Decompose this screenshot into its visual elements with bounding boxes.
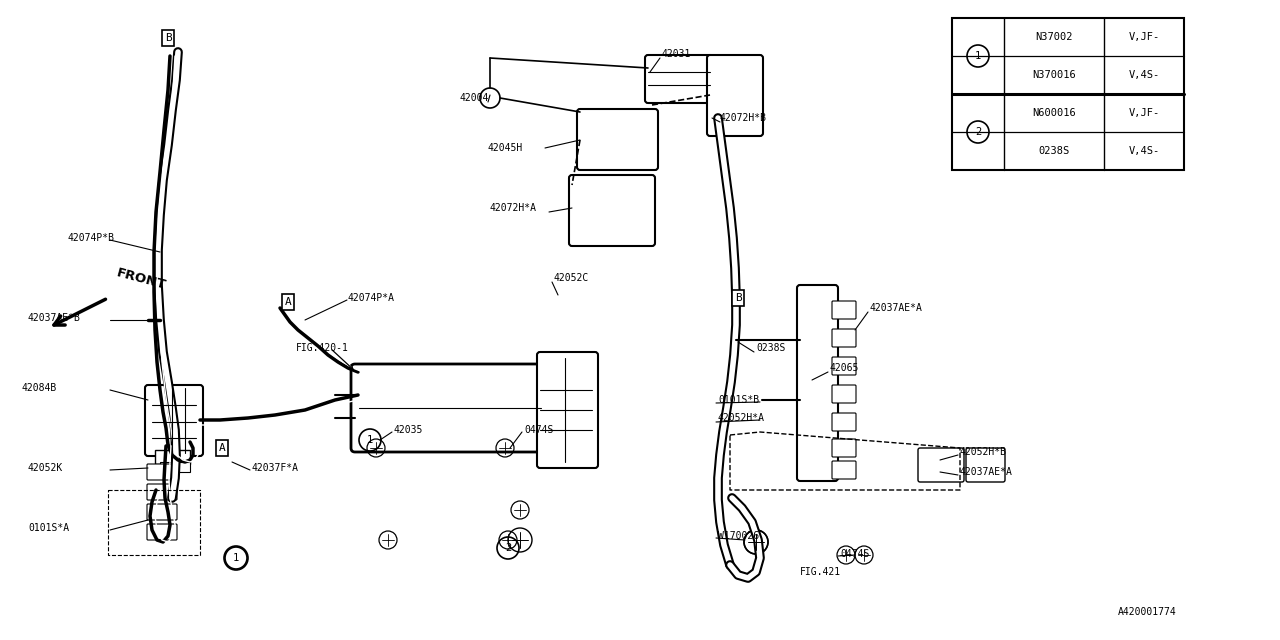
Text: N370016: N370016 [1032, 70, 1076, 80]
Text: 1: 1 [975, 51, 982, 61]
Text: 2: 2 [504, 543, 511, 553]
Text: V,4S-: V,4S- [1129, 70, 1160, 80]
FancyBboxPatch shape [538, 352, 598, 468]
Text: FIG.421: FIG.421 [800, 567, 841, 577]
Text: FIG.420-1: FIG.420-1 [296, 343, 349, 353]
Text: N37002: N37002 [1036, 32, 1073, 42]
Text: V,JF-: V,JF- [1129, 108, 1160, 118]
FancyBboxPatch shape [832, 385, 856, 403]
FancyBboxPatch shape [966, 448, 1005, 482]
Text: 42072H*A: 42072H*A [490, 203, 538, 213]
Text: B: B [735, 293, 741, 303]
Text: 42045H: 42045H [488, 143, 524, 153]
Text: 42052H*B: 42052H*B [960, 447, 1007, 457]
FancyBboxPatch shape [577, 109, 658, 170]
Text: 42037F*A: 42037F*A [252, 463, 300, 473]
Text: 42037AE*A: 42037AE*A [870, 303, 923, 313]
FancyBboxPatch shape [147, 524, 177, 540]
FancyBboxPatch shape [832, 461, 856, 479]
FancyBboxPatch shape [351, 364, 549, 452]
Bar [952, 18, 1184, 170]
FancyBboxPatch shape [918, 448, 964, 482]
Text: 42052H*A: 42052H*A [718, 413, 765, 423]
FancyBboxPatch shape [147, 504, 177, 520]
FancyBboxPatch shape [707, 55, 763, 136]
Bar [160, 462, 172, 472]
FancyBboxPatch shape [832, 413, 856, 431]
Text: 1: 1 [233, 553, 239, 563]
Text: V,4S-: V,4S- [1129, 146, 1160, 156]
Text: 42065: 42065 [829, 363, 859, 373]
Text: 0101S*B: 0101S*B [718, 395, 759, 405]
FancyBboxPatch shape [145, 385, 204, 456]
Text: 42052C: 42052C [554, 273, 589, 283]
FancyBboxPatch shape [832, 439, 856, 457]
Text: 0238S: 0238S [1038, 146, 1070, 156]
Text: 42074P*A: 42074P*A [348, 293, 396, 303]
Text: 2: 2 [975, 127, 982, 137]
Text: W170026: W170026 [718, 531, 759, 541]
Text: 0101S*A: 0101S*A [28, 523, 69, 533]
Text: A420001774: A420001774 [1117, 607, 1176, 617]
Text: 42074P*B: 42074P*B [68, 233, 115, 243]
FancyBboxPatch shape [147, 484, 177, 500]
FancyBboxPatch shape [797, 285, 838, 481]
FancyBboxPatch shape [147, 464, 177, 480]
Text: B: B [165, 33, 172, 43]
Text: FRONT: FRONT [115, 266, 168, 292]
Text: 42031: 42031 [662, 49, 691, 59]
Bar [178, 462, 189, 472]
Text: 42004: 42004 [460, 93, 489, 103]
Text: 0238S: 0238S [756, 343, 786, 353]
Text: 42072H*B: 42072H*B [719, 113, 767, 123]
Text: 0474S: 0474S [840, 549, 869, 559]
Bar [155, 450, 189, 464]
Text: 42035: 42035 [394, 425, 424, 435]
Text: 0474S: 0474S [524, 425, 553, 435]
FancyBboxPatch shape [832, 301, 856, 319]
Text: N600016: N600016 [1032, 108, 1076, 118]
Text: 42037AE*A: 42037AE*A [960, 467, 1012, 477]
Text: 42052K: 42052K [28, 463, 63, 473]
FancyBboxPatch shape [832, 329, 856, 347]
FancyBboxPatch shape [570, 175, 655, 246]
Text: V,JF-: V,JF- [1129, 32, 1160, 42]
FancyBboxPatch shape [645, 55, 713, 103]
Text: 1: 1 [367, 435, 374, 445]
Text: A: A [284, 297, 292, 307]
Text: 42037AE*B: 42037AE*B [28, 313, 81, 323]
FancyBboxPatch shape [832, 357, 856, 375]
Text: A: A [219, 443, 225, 453]
Text: 42084B: 42084B [22, 383, 58, 393]
